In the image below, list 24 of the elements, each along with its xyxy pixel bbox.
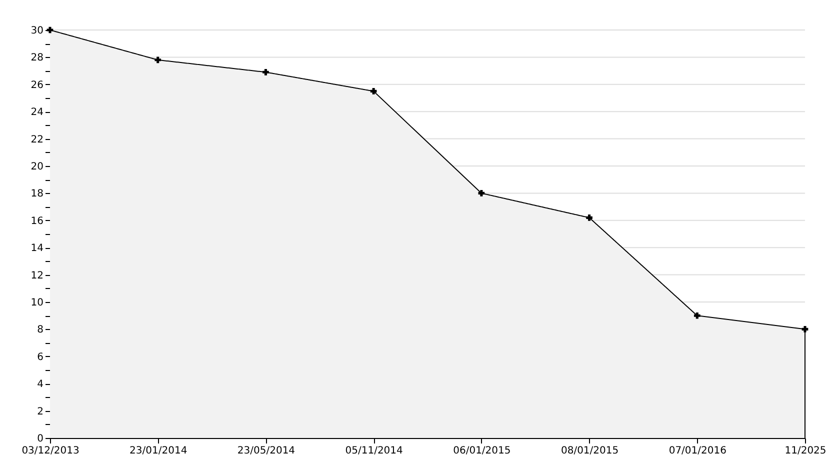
x-tick-label: 06/01/2015 [453, 446, 511, 456]
y-tick-label: 0 [37, 434, 44, 444]
y-tick-label: 30 [30, 26, 44, 36]
x-tick-label: 11/2025 [784, 446, 826, 456]
y-tick-label: 20 [30, 162, 44, 172]
y-tick-label: 4 [37, 379, 44, 390]
x-tick-label: 08/01/2015 [560, 446, 619, 456]
y-tick-label: 12 [30, 270, 44, 282]
x-tick-label: 23/01/2014 [130, 446, 188, 456]
y-tick-label: 6 [37, 352, 44, 363]
x-tick-label: 23/05/2014 [237, 446, 296, 456]
y-tick-label: 26 [30, 80, 44, 91]
y-tick-label: 28 [30, 52, 44, 64]
y-tick-label: 8 [37, 324, 44, 336]
x-tick-label: 03/12/2013 [22, 446, 80, 456]
y-tick-label: 2 [37, 406, 44, 418]
x-tick-label: 07/01/2016 [668, 446, 726, 456]
y-tick-label: 24 [30, 107, 44, 118]
y-tick-label: 22 [30, 134, 44, 146]
y-tick-label: 18 [30, 188, 44, 200]
y-tick-label: 16 [30, 216, 44, 227]
y-tick-label: 14 [30, 243, 44, 254]
y-tick-label: 10 [30, 298, 44, 308]
x-tick-label: 05/11/2014 [345, 446, 403, 456]
